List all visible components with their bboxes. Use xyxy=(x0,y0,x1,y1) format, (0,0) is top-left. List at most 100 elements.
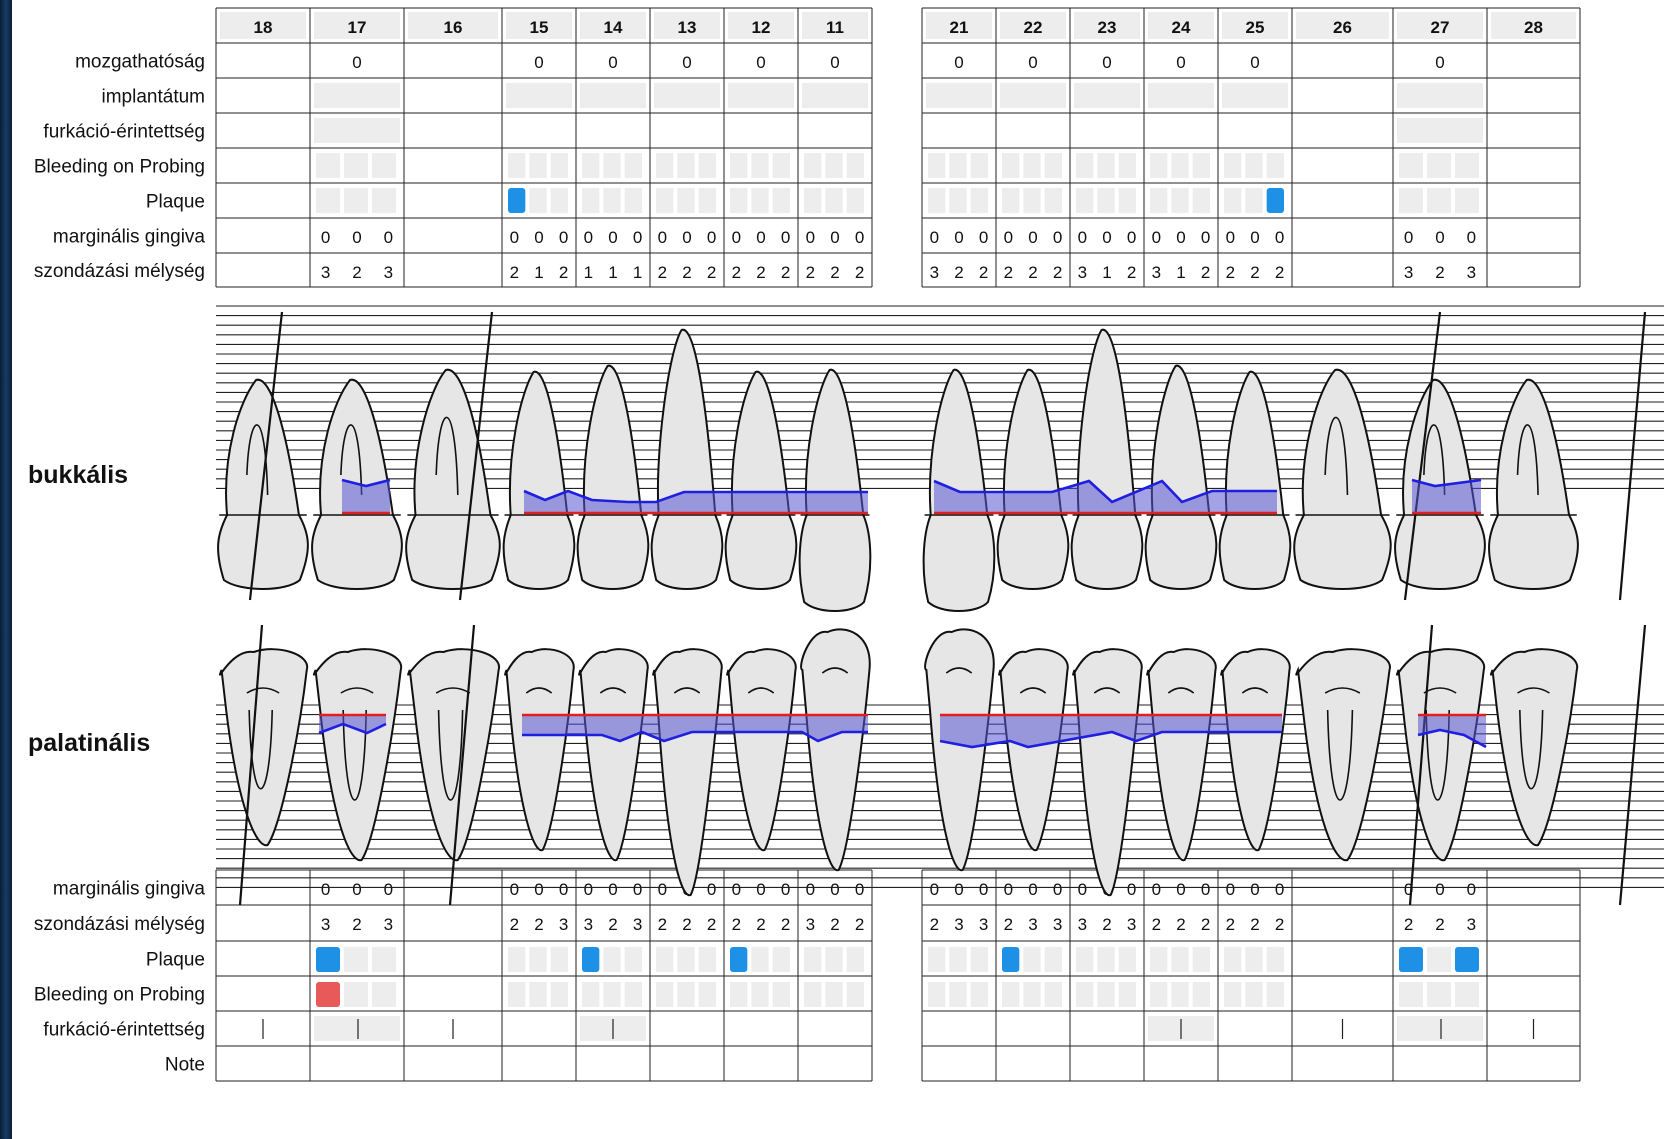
probing-depth-value[interactable]: 1 xyxy=(1102,263,1111,282)
gingival-margin-value[interactable]: 0 xyxy=(732,880,741,899)
gingival-margin-value[interactable]: 0 xyxy=(1404,880,1413,899)
plaque-cell[interactable] xyxy=(1044,947,1062,972)
implant-cell[interactable] xyxy=(1000,83,1066,108)
plaque-cell[interactable] xyxy=(1192,188,1210,213)
probing-depth-value[interactable]: 1 xyxy=(534,263,543,282)
plaque-cell[interactable] xyxy=(1002,188,1020,213)
bop-cell[interactable] xyxy=(1455,153,1479,178)
probing-depth-value[interactable]: 2 xyxy=(1053,263,1062,282)
probing-depth-value[interactable]: 2 xyxy=(756,263,765,282)
bop-cell[interactable] xyxy=(1044,982,1062,1007)
bop-cell[interactable] xyxy=(928,982,946,1007)
bop-cell[interactable] xyxy=(1399,982,1423,1007)
bop-cell[interactable] xyxy=(825,153,843,178)
probing-depth-value[interactable]: 2 xyxy=(1435,263,1444,282)
bop-cell[interactable] xyxy=(1150,153,1168,178)
probing-depth-value[interactable]: 2 xyxy=(954,263,963,282)
bop-cell[interactable] xyxy=(529,982,547,1007)
probing-depth-value[interactable]: 2 xyxy=(1250,263,1259,282)
probing-depth-value[interactable]: 3 xyxy=(584,915,593,934)
probing-depth-value[interactable]: 2 xyxy=(1250,915,1259,934)
gingival-margin-value[interactable]: 0 xyxy=(534,228,543,247)
probing-depth-value[interactable]: 2 xyxy=(1028,263,1037,282)
probing-depth-value[interactable]: 2 xyxy=(1152,915,1161,934)
plaque-cell[interactable] xyxy=(677,947,695,972)
mobility-value[interactable]: 0 xyxy=(1102,53,1111,72)
implant-cell[interactable] xyxy=(1074,83,1140,108)
plaque-cell[interactable] xyxy=(656,947,674,972)
bop-cell[interactable] xyxy=(1455,982,1479,1007)
gingival-margin-value[interactable]: 0 xyxy=(1404,228,1413,247)
bop-cell[interactable] xyxy=(1192,153,1210,178)
plaque-cell[interactable] xyxy=(1023,947,1041,972)
plaque-cell[interactable] xyxy=(656,188,674,213)
bop-cell[interactable] xyxy=(804,153,822,178)
probing-depth-value[interactable]: 2 xyxy=(510,915,519,934)
plaque-cell[interactable] xyxy=(1245,188,1263,213)
bop-cell[interactable] xyxy=(316,982,340,1007)
bop-cell[interactable] xyxy=(1118,982,1136,1007)
probing-depth-value[interactable]: 2 xyxy=(559,263,568,282)
plaque-cell[interactable] xyxy=(1427,947,1451,972)
gingival-margin-value[interactable]: 0 xyxy=(954,228,963,247)
probing-depth-value[interactable]: 3 xyxy=(559,915,568,934)
bop-cell[interactable] xyxy=(372,982,396,1007)
probing-depth-value[interactable]: 2 xyxy=(1127,263,1136,282)
gingival-margin-value[interactable]: 0 xyxy=(855,880,864,899)
plaque-cell[interactable] xyxy=(316,947,340,972)
probing-depth-value[interactable]: 2 xyxy=(732,263,741,282)
probing-depth-value[interactable]: 2 xyxy=(682,915,691,934)
plaque-cell[interactable] xyxy=(970,947,988,972)
plaque-cell[interactable] xyxy=(751,188,769,213)
bop-cell[interactable] xyxy=(677,153,695,178)
probing-depth-value[interactable]: 2 xyxy=(707,263,716,282)
bop-cell[interactable] xyxy=(344,982,368,1007)
probing-depth-value[interactable]: 3 xyxy=(930,263,939,282)
mobility-value[interactable]: 0 xyxy=(1435,53,1444,72)
probing-depth-value[interactable]: 2 xyxy=(1275,915,1284,934)
probing-depth-value[interactable]: 2 xyxy=(1226,263,1235,282)
gingival-margin-value[interactable]: 0 xyxy=(979,880,988,899)
gingival-margin-value[interactable]: 0 xyxy=(806,228,815,247)
gingival-margin-value[interactable]: 0 xyxy=(1152,880,1161,899)
plaque-cell[interactable] xyxy=(1399,947,1423,972)
plaque-cell[interactable] xyxy=(1171,947,1189,972)
plaque-cell[interactable] xyxy=(1224,188,1242,213)
gingival-margin-value[interactable]: 0 xyxy=(510,880,519,899)
plaque-cell[interactable] xyxy=(698,188,716,213)
furcation-cell[interactable] xyxy=(314,118,400,143)
bop-cell[interactable] xyxy=(772,982,790,1007)
plaque-cell[interactable] xyxy=(1118,188,1136,213)
plaque-cell[interactable] xyxy=(804,188,822,213)
gingival-margin-value[interactable]: 0 xyxy=(781,880,790,899)
probing-depth-value[interactable]: 2 xyxy=(658,263,667,282)
bop-cell[interactable] xyxy=(582,982,600,1007)
probing-depth-value[interactable]: 2 xyxy=(658,915,667,934)
gingival-margin-value[interactable]: 0 xyxy=(1176,880,1185,899)
plaque-cell[interactable] xyxy=(550,188,568,213)
gingival-margin-value[interactable]: 0 xyxy=(1435,880,1444,899)
probing-depth-value[interactable]: 3 xyxy=(321,915,330,934)
bop-cell[interactable] xyxy=(1044,153,1062,178)
gingival-margin-value[interactable]: 0 xyxy=(1102,228,1111,247)
gingival-margin-value[interactable]: 0 xyxy=(608,880,617,899)
gingival-margin-value[interactable]: 0 xyxy=(1275,228,1284,247)
gingival-margin-value[interactable]: 0 xyxy=(1078,880,1087,899)
gingival-margin-value[interactable]: 0 xyxy=(1226,880,1235,899)
plaque-cell[interactable] xyxy=(1455,947,1479,972)
gingival-margin-value[interactable]: 0 xyxy=(1028,228,1037,247)
bop-cell[interactable] xyxy=(730,982,748,1007)
probing-depth-value[interactable]: 3 xyxy=(806,915,815,934)
probing-depth-value[interactable]: 2 xyxy=(930,915,939,934)
probing-depth-value[interactable]: 3 xyxy=(1078,263,1087,282)
bop-cell[interactable] xyxy=(1224,982,1242,1007)
plaque-cell[interactable] xyxy=(508,188,526,213)
probing-depth-value[interactable]: 2 xyxy=(1176,915,1185,934)
probing-depth-value[interactable]: 3 xyxy=(954,915,963,934)
plaque-cell[interactable] xyxy=(344,188,368,213)
gingival-margin-value[interactable]: 0 xyxy=(707,228,716,247)
plaque-cell[interactable] xyxy=(928,188,946,213)
plaque-cell[interactable] xyxy=(772,188,790,213)
furcation-cell[interactable] xyxy=(314,1016,400,1041)
gingival-margin-value[interactable]: 0 xyxy=(321,880,330,899)
